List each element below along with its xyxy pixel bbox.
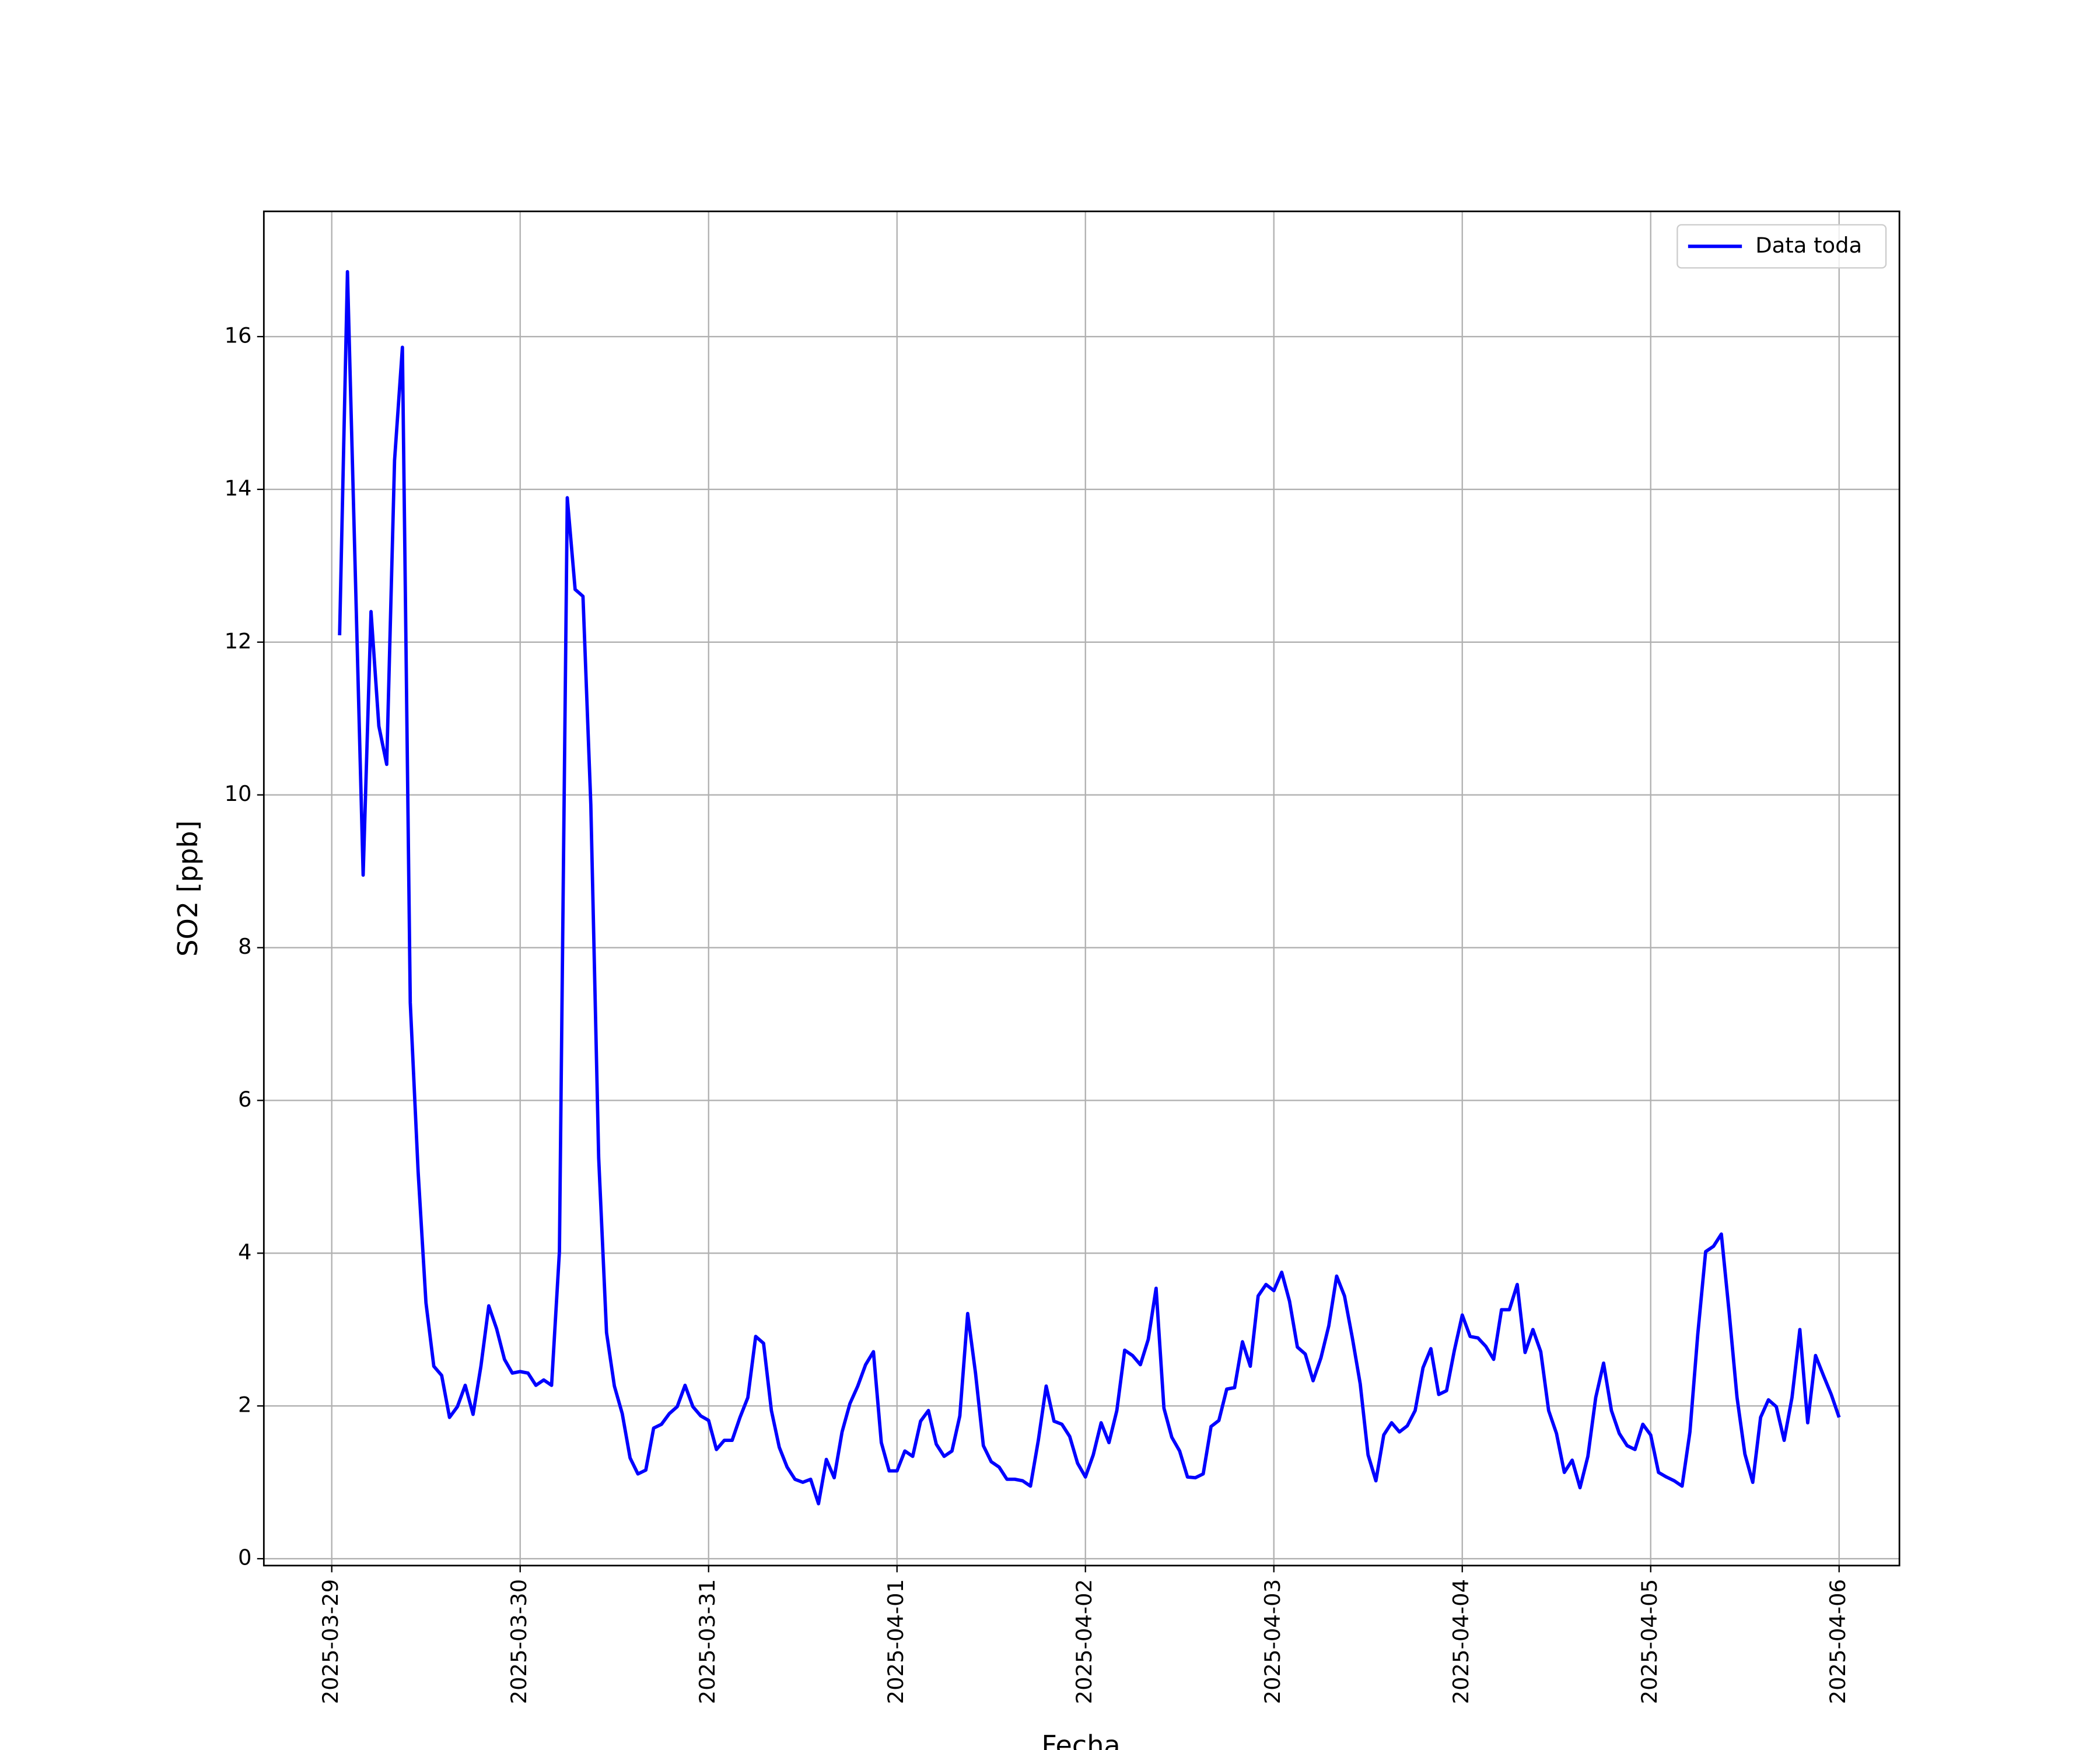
legend-label: Data toda	[1755, 233, 1862, 258]
legend: Data toda	[1676, 224, 1887, 269]
data-line	[338, 270, 1841, 1506]
y-tick-label: 14	[225, 475, 252, 501]
x-tick-label: 2025-04-06	[1825, 1579, 1850, 1704]
y-tick-label: 4	[238, 1240, 251, 1265]
y-tick-label: 8	[238, 934, 251, 959]
x-tick-label: 2025-04-01	[883, 1579, 908, 1704]
y-tick-label: 0	[238, 1545, 251, 1570]
y-tick-label: 12	[225, 628, 252, 653]
y-tick-label: 16	[225, 323, 252, 348]
x-tick-label: 2025-03-29	[318, 1579, 343, 1704]
legend-box	[1676, 224, 1887, 269]
x-tick-label: 2025-04-05	[1637, 1579, 1662, 1704]
y-tick-label: 10	[225, 781, 252, 806]
x-tick-label: 2025-04-04	[1448, 1579, 1474, 1704]
y-tick-label: 6	[238, 1087, 251, 1112]
x-tick-label: 2025-03-31	[695, 1579, 720, 1704]
plot-frame	[262, 210, 1901, 1567]
x-axis-label: Fecha	[1041, 1730, 1120, 1750]
x-tick-label: 2025-04-02	[1072, 1579, 1097, 1704]
x-tick-label: 2025-04-03	[1260, 1579, 1285, 1704]
y-axis-label: SO2 [ppb]	[172, 820, 204, 957]
x-tick-label: 2025-03-30	[506, 1579, 531, 1704]
y-tick-label: 2	[238, 1392, 251, 1418]
